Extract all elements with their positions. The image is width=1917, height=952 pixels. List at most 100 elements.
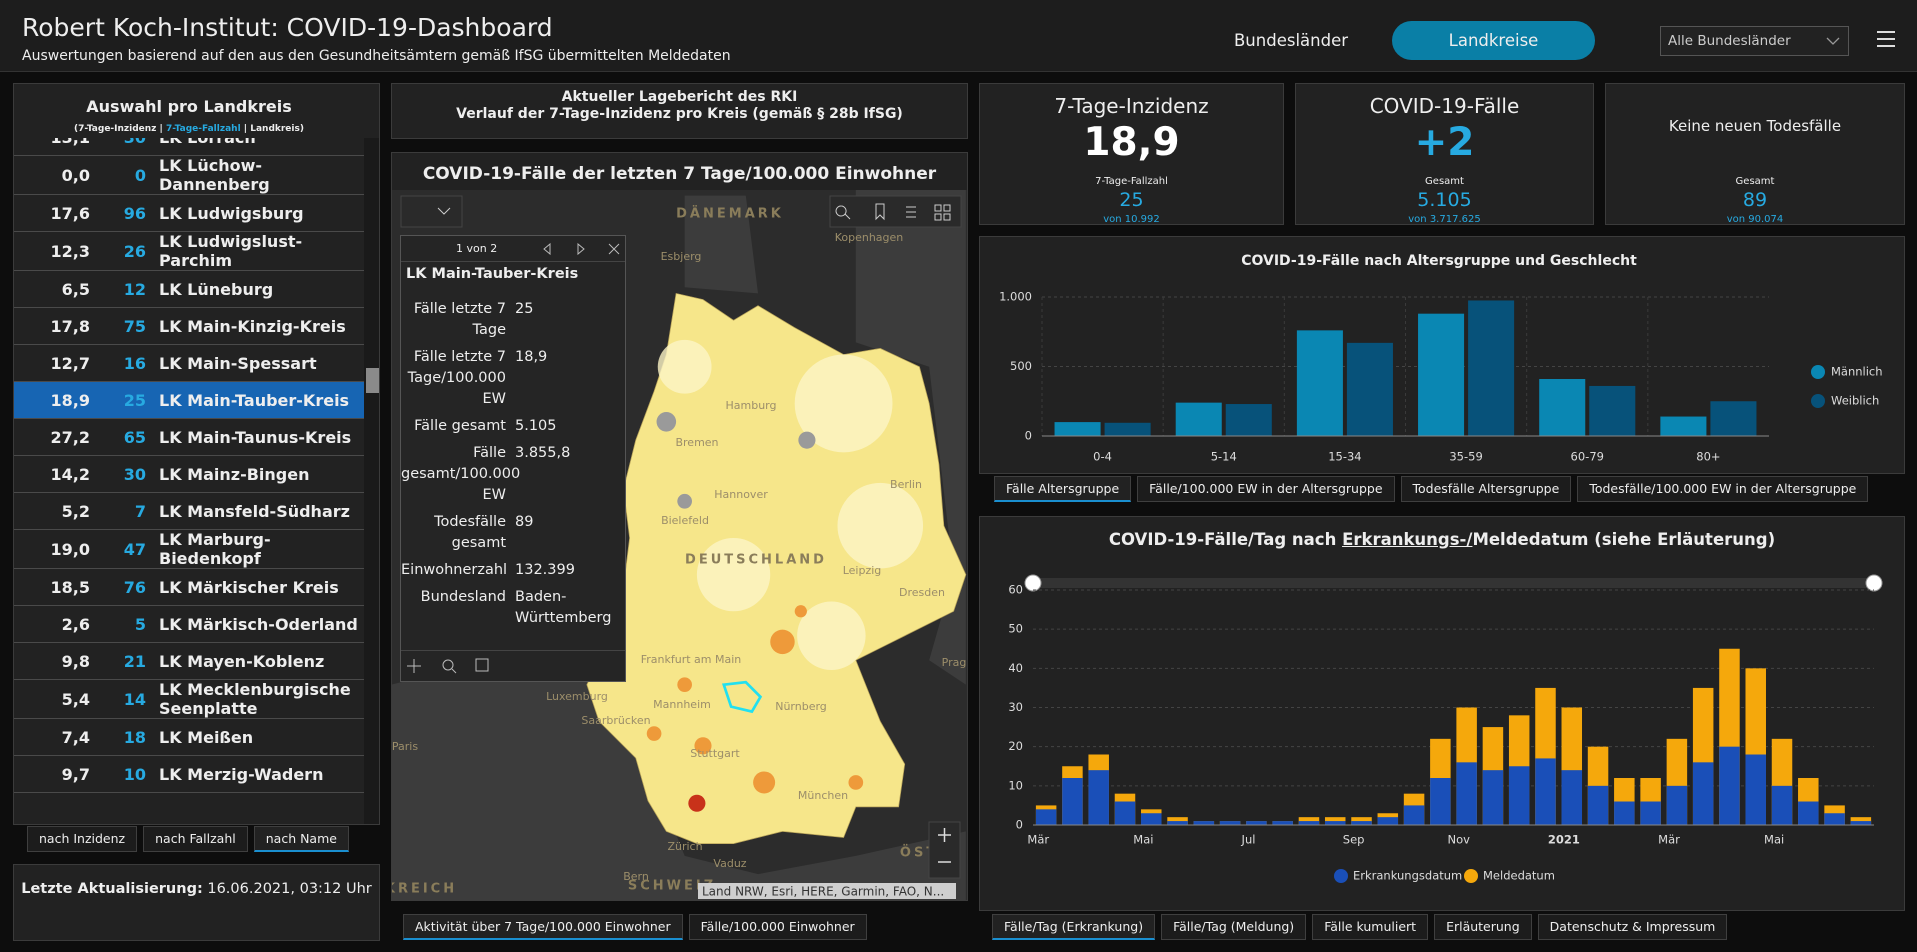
update-panel: Letzte Aktualisierung: 16.06.2021, 03:12… — [13, 864, 380, 941]
report-line: Verlauf der 7-Tage-Inzidenz pro Kreis (g… — [456, 106, 903, 122]
list-row[interactable]: 0,0 0 LK Lüchow-Dannenberg — [14, 156, 364, 195]
tab[interactable]: nach Name — [253, 826, 349, 852]
tab[interactable]: Fälle/100.000 Einwohner — [688, 914, 867, 940]
case-count: 75 — [123, 316, 146, 336]
title-part: Erkrankungs-/ — [1342, 530, 1473, 549]
district-name: LK Main-Taunus-Kreis — [159, 427, 352, 447]
popup-footer — [401, 650, 625, 682]
case-count: 21 — [123, 651, 146, 671]
scrollbar[interactable] — [364, 138, 379, 824]
district-name: LK Mainz-Bingen — [159, 464, 310, 484]
tab[interactable]: Datenschutz & Impressum — [1537, 914, 1728, 940]
tab[interactable]: Fälle/Tag (Erkrankung) — [992, 914, 1156, 940]
list-row[interactable]: 27,2 65 LK Main-Taunus-Kreis — [14, 419, 364, 456]
kpi-sub-value: 89 — [1742, 189, 1768, 211]
list-row[interactable]: 5,4 14 LK Mecklenburgische Seenplatte — [14, 680, 364, 719]
tab[interactable]: Todesfälle/100.000 EW in der Altersgrupp… — [1577, 476, 1869, 502]
field-value: 132.399 — [515, 562, 575, 578]
field-label: Fälle gesamt — [414, 418, 506, 434]
kpi-sub-label: 7-Tage-Fallzahl — [1095, 176, 1168, 187]
district-name: LK Meißen — [159, 727, 254, 747]
field-value: 5.105 — [515, 418, 557, 434]
tab[interactable]: Fälle kumuliert — [1312, 914, 1429, 940]
district-name: LK Mecklenburgische Seenplatte — [159, 680, 351, 718]
title-part: Meldedatum (siehe Erläuterung) — [1472, 530, 1776, 549]
tab-bundeslaender[interactable]: Bundesländer — [1233, 31, 1349, 50]
case-count: 14 — [123, 689, 146, 709]
dropdown[interactable]: Alle Bundesländer — [1660, 26, 1849, 56]
list-row[interactable]: 9,8 21 LK Mayen-Koblenz — [14, 643, 364, 680]
list-row[interactable]: 5,2 7 LK Mansfeld-Südharz — [14, 493, 364, 530]
popup-nav[interactable] — [541, 242, 621, 256]
case-count: 16 — [123, 353, 146, 373]
menu-icon[interactable] — [1877, 31, 1895, 47]
kpi-box: COVID-19-Fälle +2 Gesamt 5.105 von 3.717.625 — [1295, 83, 1594, 225]
list-row[interactable]: 18,5 76 LK Märkischer Kreis — [14, 569, 364, 606]
tab[interactable]: nach Inzidenz — [27, 826, 138, 852]
list-row[interactable]: 12,7 16 LK Main-Spessart — [14, 345, 364, 382]
daily-chart-panel: COVID-19-Fälle/Tag nach Erkrankungs-/Mel… — [979, 516, 1905, 911]
incidence: 17,8 — [50, 316, 90, 336]
district-name: LK Märkischer Kreis — [159, 577, 339, 597]
map-title: COVID-19-Fälle der letzten 7 Tage/100.00… — [422, 164, 937, 184]
list-row[interactable]: 9,7 10 LK Merzig-Wadern — [14, 756, 364, 793]
kpi-sub-total: von 10.992 — [1103, 214, 1160, 225]
list-row[interactable]: 6,5 12 LK Lüneburg — [14, 271, 364, 308]
popup-field: Einwohnerzahl 132.399 — [401, 560, 625, 581]
tab-landkreise[interactable]: Landkreise — [1392, 21, 1595, 60]
tab[interactable]: Todesfälle Altersgruppe — [1400, 476, 1572, 502]
list-row[interactable]: 17,6 96 LK Ludwigsburg — [14, 195, 364, 232]
kpi-sub-total: von 90.074 — [1726, 214, 1784, 225]
map-tabs: Aktivität über 7 Tage/100.000 Einwohner F… — [403, 914, 867, 940]
list-legend: (7-Tage-Inzidenz | 7-Tage-Fallzahl | Lan… — [14, 124, 364, 134]
age-chart-title: COVID-19-Fälle nach Altersgruppe und Ges… — [1241, 253, 1637, 269]
report-panel[interactable]: Aktueller Lagebericht des RKI Verlauf de… — [391, 83, 968, 139]
list-row[interactable]: 19,0 47 LK Marburg-Biedenkopf — [14, 530, 364, 569]
district-name: LK Lörrach — [146, 138, 359, 147]
incidence: 13,1 — [14, 138, 90, 147]
popup-field: Fälle gesamt 5.105 — [401, 416, 625, 437]
scroll-thumb[interactable] — [366, 368, 379, 393]
kpi-title: Keine neuen Todesfälle — [1668, 117, 1842, 135]
popup-field: Fälle gesamt/100.000 EW 3.855,8 — [401, 443, 625, 506]
kpi-title: 7-Tage-Inzidenz — [1054, 94, 1209, 118]
list-row[interactable]: 14,2 30 LK Mainz-Bingen — [14, 456, 364, 493]
title-part: COVID-19-Fälle/Tag nach — [1108, 530, 1343, 549]
case-count: 65 — [123, 427, 146, 447]
list-row[interactable]: 18,9 25 LK Main-Tauber-Kreis — [14, 382, 364, 419]
field-label: Todesfälle gesamt — [434, 514, 506, 551]
tab[interactable]: Erläuterung — [1434, 914, 1532, 940]
field-value: Baden-Württemberg — [515, 589, 612, 626]
district-name: LK Main-Kinzig-Kreis — [159, 316, 346, 336]
district-name: LK Main-Spessart — [159, 353, 317, 373]
list-row[interactable]: 13,130LK Lörrach — [14, 138, 364, 156]
tab[interactable]: Aktivität über 7 Tage/100.000 Einwohner — [403, 914, 683, 940]
district-name: LK Merzig-Wadern — [159, 764, 324, 784]
incidence: 19,0 — [50, 539, 90, 559]
list-row[interactable]: 12,3 26 LK Ludwigslust-Parchim — [14, 232, 364, 271]
case-count: 12 — [123, 279, 146, 299]
kpi-sub-label: Gesamt — [1735, 176, 1775, 187]
district-name: LK Lüneburg — [159, 279, 274, 299]
tab[interactable]: Fälle Altersgruppe — [994, 476, 1132, 502]
popup-field: Fälle letzte 7 Tage 25 — [401, 299, 625, 341]
tab[interactable]: Fälle/100.000 EW in der Altersgruppe — [1137, 476, 1395, 502]
kpi-box: 7-Tage-Inzidenz 18,9 7-Tage-Fallzahl 25 von … — [979, 83, 1284, 225]
update-label: Letzte Aktualisierung: — [21, 881, 203, 897]
kpi-sub-value: 5.105 — [1417, 189, 1472, 211]
list-row[interactable]: 7,4 18 LK Meißen — [14, 719, 364, 756]
incidence: 9,7 — [61, 764, 90, 784]
list-row[interactable]: 2,6 5 LK Märkisch-Oderland — [14, 606, 364, 643]
case-count: 7 — [134, 501, 146, 521]
popup-tools[interactable] — [401, 651, 521, 681]
list-row[interactable]: 17,8 75 LK Main-Kinzig-Kreis — [14, 308, 364, 345]
incidence: 12,3 — [50, 241, 90, 261]
incidence: 9,8 — [61, 651, 90, 671]
kpi-sub-total: von 3.717.625 — [1408, 214, 1481, 225]
field-label: Bundesland — [420, 589, 506, 605]
tab[interactable]: nach Fallzahl — [143, 826, 248, 852]
tab[interactable]: Fälle/Tag (Meldung) — [1161, 914, 1307, 940]
